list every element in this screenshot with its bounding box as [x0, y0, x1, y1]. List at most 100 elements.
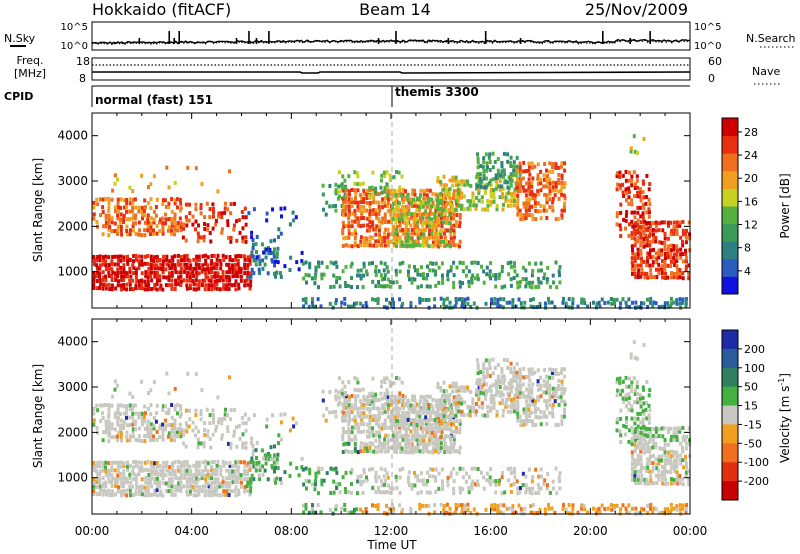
power-cell [521, 176, 525, 181]
power-cell [275, 255, 279, 259]
power-cell [171, 258, 175, 262]
velocity-cell [641, 421, 645, 425]
power-cell [664, 256, 667, 261]
velocity-cell [122, 419, 126, 424]
velocity-cell [530, 491, 534, 496]
velocity-cell [637, 474, 641, 479]
power-cell [140, 212, 144, 217]
velocity-cell [328, 507, 332, 512]
velocity-cell [476, 362, 480, 367]
velocity-cell [625, 404, 628, 409]
power-cell [167, 205, 171, 210]
velocity-cell [536, 482, 540, 487]
velocity-cell [474, 412, 478, 417]
power-cell [95, 279, 99, 283]
velocity-cell [120, 438, 124, 443]
velocity-cell [548, 395, 552, 400]
power-cell [116, 283, 120, 288]
velocity-cell [107, 461, 111, 466]
power-cell [202, 234, 206, 239]
power-cell [237, 282, 241, 287]
power-cell [149, 225, 153, 230]
power-cell [413, 239, 417, 244]
velocity-cell [471, 479, 475, 484]
velocity-cell [131, 395, 135, 399]
power-cell [386, 239, 390, 244]
power-cell [162, 259, 165, 264]
velocity-cell [389, 398, 393, 403]
power-cell [221, 253, 225, 258]
velocity-cell [457, 385, 461, 390]
velocity-cell [212, 471, 216, 476]
velocity-cell [558, 486, 562, 491]
power-cell [243, 279, 247, 284]
velocity-cell [194, 468, 198, 473]
velocity-cell [386, 394, 390, 399]
power-cell [641, 211, 645, 216]
velocity-cell [377, 422, 381, 427]
velocity-cell [381, 422, 385, 427]
power-cell [477, 198, 481, 203]
power-cell [272, 251, 276, 256]
velocity-cell [445, 426, 449, 431]
velocity-cell [362, 403, 366, 407]
power-cell [392, 175, 396, 180]
velocity-cell [113, 379, 117, 384]
power-cell [222, 286, 226, 291]
velocity-cell [370, 391, 374, 396]
power-cell [495, 203, 499, 208]
velocity-cell [675, 507, 679, 512]
velocity-cell [560, 382, 564, 387]
power-cell [276, 246, 280, 251]
power-cell [512, 168, 516, 173]
power-cell [639, 251, 643, 256]
power-cell [624, 226, 627, 231]
power-cell [419, 231, 423, 236]
power-cell [375, 215, 379, 220]
velocity-cell [386, 391, 390, 396]
power-cell [638, 187, 642, 192]
power-cell [551, 196, 555, 201]
velocity-cell [494, 385, 498, 389]
power-cell [173, 216, 177, 221]
power-cell [371, 223, 375, 228]
velocity-cell [545, 403, 548, 408]
power-cell [389, 239, 393, 244]
velocity-cell [416, 474, 420, 479]
power-cell [462, 305, 466, 310]
velocity-cell [129, 480, 133, 485]
power-cell [446, 228, 449, 233]
power-cell [122, 263, 126, 268]
velocity-cell [642, 446, 646, 451]
velocity-cell [519, 423, 523, 428]
power-cell [661, 259, 664, 264]
noise-left-tick-bottom: 10^0 [61, 41, 88, 52]
velocity-cell [630, 389, 634, 394]
velocity-cell [107, 403, 111, 407]
velocity-cell [101, 403, 105, 408]
power-cell [489, 276, 493, 281]
power-cell [538, 304, 542, 309]
power-cell [128, 197, 132, 202]
velocity-cell [445, 449, 449, 454]
velocity-cell [383, 467, 387, 472]
power-cell [458, 260, 462, 265]
power-cell [618, 170, 622, 175]
power-cell [667, 223, 670, 228]
power-cell [410, 231, 414, 236]
power-cell [679, 252, 683, 257]
velocity-cell [350, 394, 354, 398]
power-cell [407, 269, 410, 274]
power-cell [359, 268, 363, 273]
velocity-cell [125, 477, 129, 482]
power-cell [378, 228, 381, 233]
velocity-cell [174, 488, 178, 493]
velocity-cell [107, 407, 111, 411]
velocity-cell [385, 503, 388, 508]
velocity-cell [179, 427, 183, 432]
velocity-cell [357, 414, 361, 419]
power-cell [576, 304, 580, 309]
velocity-cell [200, 475, 204, 480]
power-cell [636, 205, 640, 210]
